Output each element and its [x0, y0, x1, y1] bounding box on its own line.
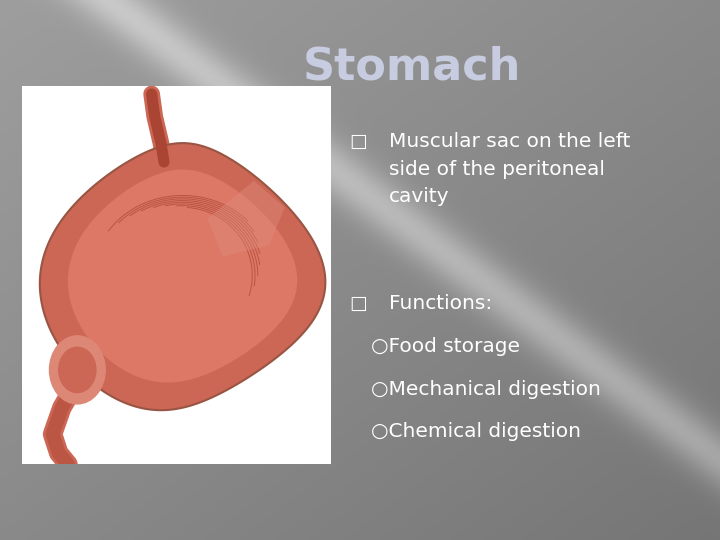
FancyBboxPatch shape [22, 86, 331, 464]
Text: Functions:: Functions: [389, 294, 492, 313]
Polygon shape [40, 143, 325, 410]
Text: Muscular sac on the left
side of the peritoneal
cavity: Muscular sac on the left side of the per… [389, 132, 630, 206]
Circle shape [59, 347, 96, 393]
Text: □: □ [349, 294, 367, 313]
Text: ○Mechanical digestion: ○Mechanical digestion [371, 380, 600, 399]
Text: ○Food storage: ○Food storage [371, 338, 520, 356]
Polygon shape [207, 181, 285, 256]
Text: □: □ [349, 132, 367, 151]
Text: ○Chemical digestion: ○Chemical digestion [371, 422, 581, 441]
Text: Stomach: Stomach [302, 46, 521, 89]
Circle shape [50, 336, 105, 404]
Polygon shape [68, 170, 297, 382]
